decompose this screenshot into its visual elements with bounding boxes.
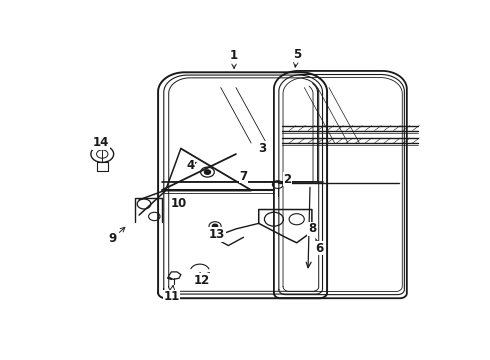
Text: 4: 4	[186, 159, 195, 172]
Text: 3: 3	[258, 142, 267, 155]
Circle shape	[212, 224, 218, 228]
Text: 13: 13	[209, 227, 225, 241]
Text: 2: 2	[283, 172, 291, 185]
Text: 11: 11	[163, 285, 179, 303]
Text: 8: 8	[308, 222, 316, 235]
Text: 6: 6	[316, 239, 323, 255]
Text: 10: 10	[171, 198, 187, 211]
Text: 1: 1	[230, 49, 238, 68]
Circle shape	[204, 170, 211, 174]
Text: 9: 9	[108, 227, 125, 245]
Text: 14: 14	[93, 136, 109, 149]
Text: 12: 12	[194, 273, 210, 287]
Text: 5: 5	[293, 48, 301, 67]
Text: 7: 7	[240, 170, 247, 183]
